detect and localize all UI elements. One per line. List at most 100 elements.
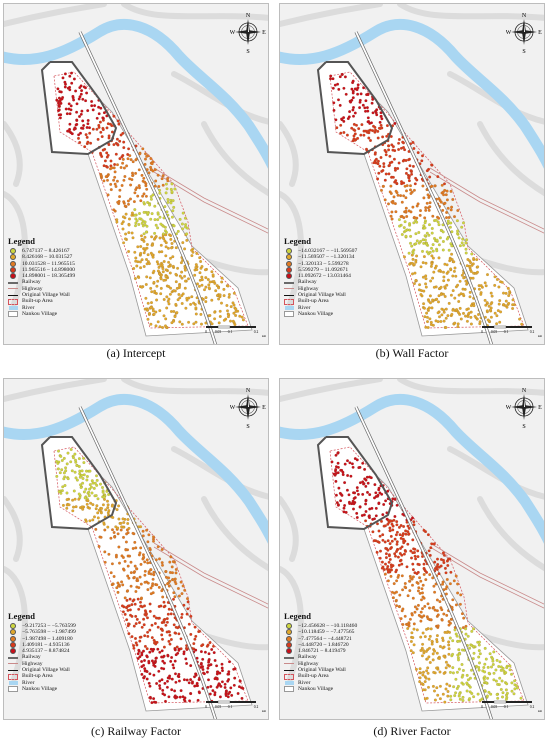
sample-point xyxy=(492,650,496,654)
sample-point xyxy=(120,580,124,584)
sample-point xyxy=(142,176,146,180)
sample-point xyxy=(210,270,214,274)
sample-point xyxy=(150,290,154,294)
sample-point xyxy=(182,650,186,654)
sample-point xyxy=(167,302,171,306)
sample-point xyxy=(106,153,110,157)
sample-point xyxy=(109,571,113,575)
sample-point xyxy=(172,597,175,601)
scale-bar-graphic: 0 0.05 0.1 0.2 km xyxy=(205,325,266,338)
sample-point xyxy=(426,326,430,329)
sample-point xyxy=(186,607,190,611)
sample-point xyxy=(208,280,212,284)
terrain-shade xyxy=(477,121,544,197)
sample-point xyxy=(156,226,160,230)
sample-point xyxy=(446,694,450,698)
sample-point xyxy=(397,218,401,222)
sample-point xyxy=(110,124,114,128)
sample-point xyxy=(149,322,153,326)
sample-point xyxy=(421,607,424,611)
sample-point xyxy=(409,169,413,173)
sample-point xyxy=(218,695,222,699)
sample-point xyxy=(129,158,133,162)
sample-point xyxy=(145,230,148,234)
sample-point xyxy=(377,171,381,175)
sample-point xyxy=(238,314,242,318)
sample-point xyxy=(405,623,409,627)
sample-point xyxy=(416,151,420,155)
sample-point xyxy=(409,241,412,245)
sample-point xyxy=(77,465,81,468)
sample-point xyxy=(430,262,434,266)
sample-point xyxy=(138,655,142,659)
sample-point xyxy=(95,116,99,120)
sample-point xyxy=(161,174,165,178)
sample-point xyxy=(433,184,437,188)
sample-point xyxy=(422,289,426,293)
sample-point xyxy=(62,456,66,460)
sample-point xyxy=(149,286,153,290)
sample-point xyxy=(437,216,441,220)
legend-item-highway: Highway xyxy=(284,661,357,667)
sample-point xyxy=(144,283,148,286)
sample-point xyxy=(454,274,458,278)
sample-point xyxy=(387,202,390,206)
terrain-shade xyxy=(201,496,268,572)
sample-point xyxy=(415,254,419,258)
sample-point xyxy=(411,651,415,655)
sample-point xyxy=(139,199,143,203)
sample-point xyxy=(353,129,357,132)
sample-point xyxy=(175,645,179,649)
sample-point xyxy=(427,208,431,212)
sample-point xyxy=(59,454,63,458)
sample-point xyxy=(451,639,455,643)
sample-point xyxy=(444,592,448,596)
sample-point xyxy=(454,603,458,607)
sample-point xyxy=(461,699,465,702)
sample-point xyxy=(504,671,508,675)
sample-point xyxy=(156,218,160,222)
sample-point xyxy=(402,539,406,543)
sample-point xyxy=(427,677,431,681)
sample-point xyxy=(70,81,74,85)
sample-point xyxy=(140,660,144,663)
sample-point xyxy=(382,162,386,166)
sample-point xyxy=(435,634,439,638)
legend-class-item: 11.965516 – 14.898000 xyxy=(8,267,75,274)
sample-point xyxy=(424,261,428,265)
sample-point xyxy=(141,553,145,557)
sample-point xyxy=(125,618,129,622)
sample-point xyxy=(126,518,130,521)
sample-point xyxy=(440,618,444,622)
sample-point xyxy=(176,266,180,270)
sample-point xyxy=(207,286,211,290)
sample-point xyxy=(435,686,439,690)
sample-point xyxy=(416,581,420,585)
sample-point xyxy=(68,74,72,78)
sample-point xyxy=(419,579,423,583)
sample-point xyxy=(476,265,480,269)
sample-point xyxy=(59,113,63,117)
sample-point xyxy=(161,629,164,632)
sample-point xyxy=(412,221,416,225)
sample-point xyxy=(393,537,397,541)
sample-point xyxy=(207,664,210,667)
sample-point xyxy=(408,617,412,621)
sample-point xyxy=(435,238,439,242)
sample-point xyxy=(86,140,90,144)
sample-point xyxy=(185,678,189,682)
sample-point xyxy=(164,254,168,258)
sample-point xyxy=(113,175,117,179)
sample-point xyxy=(489,291,493,295)
sample-point xyxy=(459,317,463,321)
sample-point xyxy=(135,577,139,581)
sample-point xyxy=(77,133,81,137)
sample-point xyxy=(332,101,336,105)
sample-point xyxy=(397,525,401,529)
sample-point xyxy=(164,324,167,328)
sample-point xyxy=(153,622,157,625)
sample-point xyxy=(431,684,435,688)
sample-point xyxy=(377,488,381,492)
sample-point xyxy=(387,144,391,148)
sample-point xyxy=(123,175,127,178)
